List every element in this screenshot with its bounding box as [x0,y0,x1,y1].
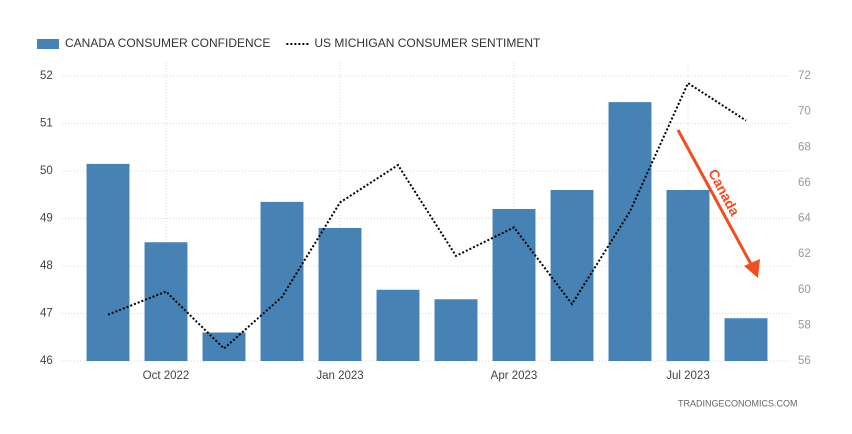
bar [376,289,420,361]
y2-tick-label: 56 [798,355,811,367]
bar [434,299,478,361]
y-tick-label: 46 [40,355,53,367]
y2-tick-label: 62 [798,248,811,260]
bar [202,332,246,361]
y-tick-label: 51 [40,118,53,130]
y2-tick-label: 58 [798,319,811,331]
y2-tick-label: 70 [798,106,811,118]
x-tick-label: Jul 2023 [666,370,709,382]
y2-tick-label: 66 [798,177,811,189]
y-tick-label: 49 [40,213,53,225]
legend-swatch [37,39,59,49]
bar [724,318,768,361]
y2-tick-label: 60 [798,284,811,296]
bar [666,190,710,361]
y-tick-label: 52 [40,70,53,82]
bar [492,209,536,361]
bar [318,228,362,361]
x-tick-label: Oct 2022 [143,370,190,382]
y-tick-label: 48 [40,260,53,272]
source: TRADINGECONOMICS.COM [678,398,798,408]
bar [608,102,652,361]
annotation-arrow [676,129,754,267]
y2-tick-label: 68 [798,141,811,153]
y2-tick-label: 64 [798,213,811,225]
bar [550,190,594,361]
annotation-arrowhead [744,259,760,278]
y-tick-label: 50 [40,165,53,177]
bar [144,242,188,361]
y-tick-label: 47 [40,308,53,320]
y2-tick-label: 72 [798,70,811,82]
x-tick-label: Apr 2023 [491,370,538,382]
x-tick-label: Jan 2023 [316,370,363,382]
legend-label: CANADA CONSUMER CONFIDENCE [65,36,270,50]
bar [260,201,304,361]
bar [86,163,130,361]
legend-label: US MICHIGAN CONSUMER SENTIMENT [314,36,541,50]
